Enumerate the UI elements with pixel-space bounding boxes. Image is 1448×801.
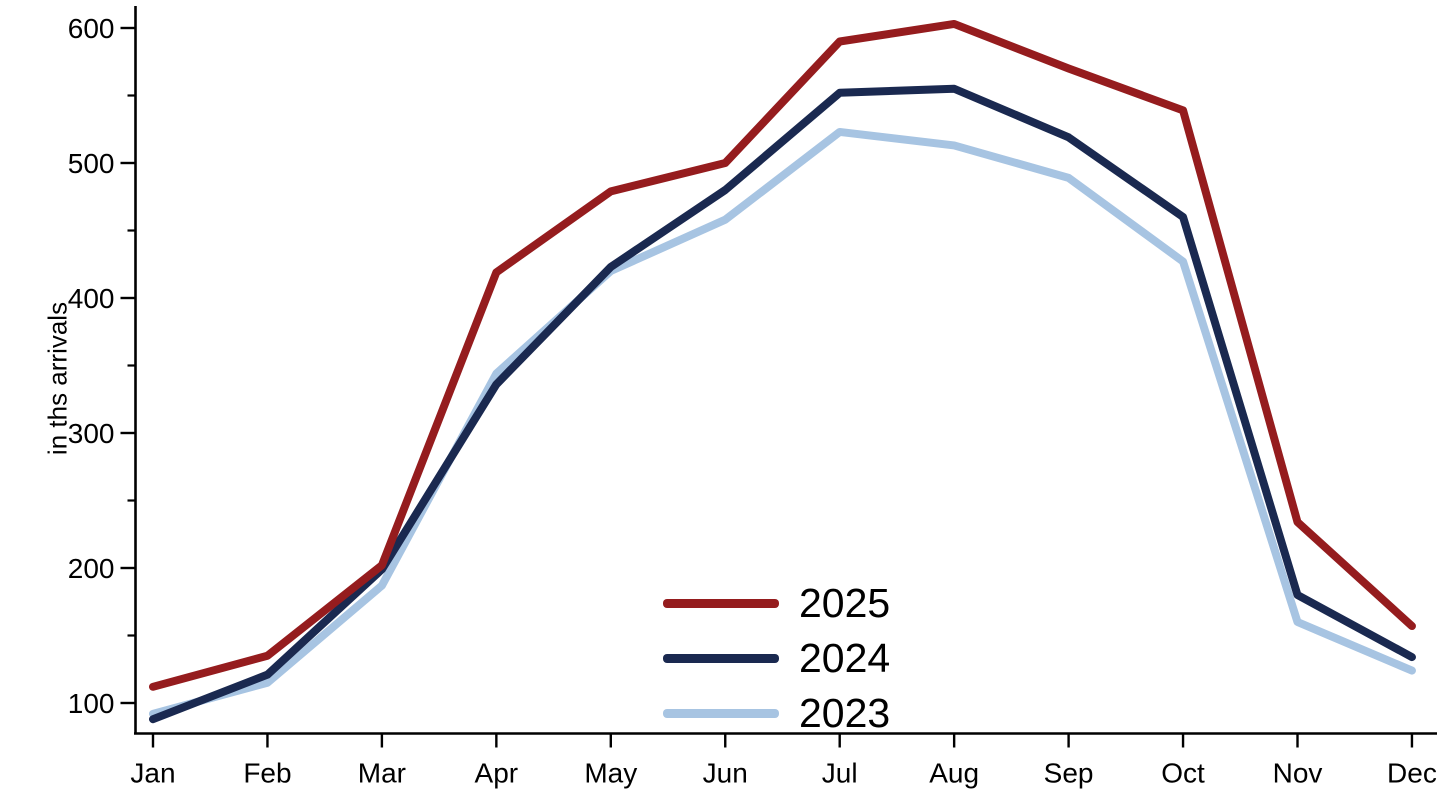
y-tick-label: 600 <box>68 13 115 44</box>
x-tick-label: Jun <box>703 758 748 789</box>
x-tick-label: Dec <box>1387 758 1437 789</box>
y-tick-label: 400 <box>68 283 115 314</box>
x-tick-label: May <box>584 758 637 789</box>
series-line-2023 <box>149 127 1416 718</box>
y-axis-title: in ths arrivals <box>42 301 73 456</box>
x-tick-label: Feb <box>243 758 291 789</box>
legend-swatch-2024 <box>663 654 779 663</box>
legend-item-2025: 2025 <box>663 576 890 631</box>
x-tick-label: Nov <box>1273 758 1323 789</box>
legend: 2025 2024 2023 <box>663 576 890 741</box>
x-tick-label: Apr <box>475 758 519 789</box>
legend-label-2023: 2023 <box>799 690 891 736</box>
legend-item-2024: 2024 <box>663 631 890 686</box>
series-line-2024 <box>149 84 1416 724</box>
y-tick-label: 100 <box>68 688 115 719</box>
x-tick-label: Jul <box>822 758 858 789</box>
x-tick-label: Jan <box>130 758 175 789</box>
x-tick-label: Oct <box>1161 758 1205 789</box>
y-tick-label: 200 <box>68 553 115 584</box>
x-tick-label: Aug <box>929 758 979 789</box>
legend-label-2025: 2025 <box>799 580 891 626</box>
legend-swatch-2025 <box>663 599 779 608</box>
x-tick-label: Sep <box>1044 758 1094 789</box>
legend-label-2024: 2024 <box>799 635 891 681</box>
legend-swatch-2023 <box>663 709 779 718</box>
legend-item-2023: 2023 <box>663 686 890 741</box>
series-line-2025 <box>149 19 1416 691</box>
y-tick-label: 500 <box>68 148 115 179</box>
y-tick-label: 300 <box>68 418 115 449</box>
x-tick-label: Mar <box>358 758 406 789</box>
